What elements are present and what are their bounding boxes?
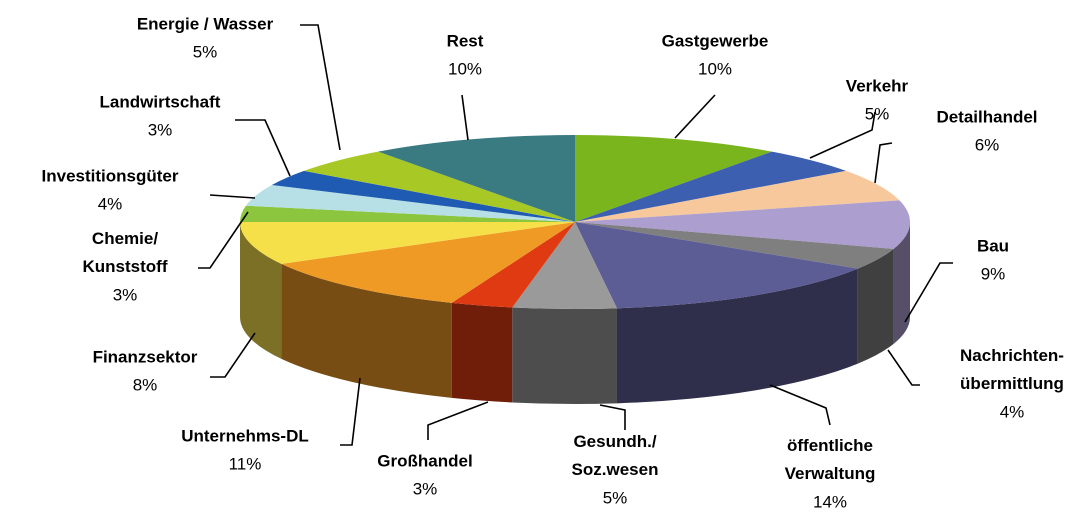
pie-slice bbox=[575, 222, 894, 269]
value-label: 3% bbox=[413, 479, 438, 498]
pie-side bbox=[857, 248, 894, 364]
value-label: 8% bbox=[133, 375, 158, 394]
pie-slice bbox=[451, 222, 575, 308]
pie-side bbox=[281, 263, 452, 398]
category-label: Chemie/Kunststoff bbox=[83, 229, 168, 276]
value-label: 3% bbox=[113, 285, 138, 304]
category-label: Energie / Wasser bbox=[137, 14, 274, 33]
category-label: Großhandel bbox=[377, 451, 472, 470]
leader-line bbox=[769, 384, 831, 426]
pie-slice bbox=[240, 222, 575, 264]
leader-line bbox=[904, 262, 953, 323]
leader-line bbox=[340, 377, 361, 446]
value-label: 5% bbox=[193, 42, 218, 61]
value-label: 10% bbox=[448, 59, 482, 78]
pie-slice bbox=[575, 222, 858, 309]
leader-line bbox=[300, 24, 341, 151]
category-label: Landwirtschaft bbox=[100, 92, 221, 111]
pie-side bbox=[451, 302, 513, 403]
category-label: Finanzsektor bbox=[93, 347, 198, 366]
pie-slice bbox=[575, 135, 772, 222]
category-label: öffentliche Verwaltung bbox=[785, 436, 876, 483]
pie-side bbox=[616, 268, 858, 404]
category-label: Unternehms-DL bbox=[181, 426, 309, 445]
pie-slice bbox=[575, 170, 900, 222]
value-label: 5% bbox=[603, 488, 628, 507]
category-label: Detailhandel bbox=[936, 107, 1037, 126]
category-label: Gastgewerbe bbox=[662, 31, 769, 50]
pie-slice bbox=[378, 135, 575, 222]
value-label: 4% bbox=[98, 194, 123, 213]
value-label: 9% bbox=[981, 264, 1006, 283]
value-label: 3% bbox=[148, 120, 173, 139]
leader-line bbox=[809, 111, 876, 159]
leader-line bbox=[599, 404, 626, 430]
value-label: 4% bbox=[1000, 402, 1025, 421]
pie-side bbox=[893, 222, 911, 344]
pie-slice bbox=[575, 200, 910, 249]
category-label: Investitionsgüter bbox=[42, 166, 179, 185]
leader-line bbox=[210, 332, 256, 378]
category-label: Rest bbox=[447, 31, 484, 50]
leader-line bbox=[887, 349, 920, 386]
value-label: 10% bbox=[698, 59, 732, 78]
pie-slice bbox=[281, 222, 575, 303]
pie-slice bbox=[245, 184, 575, 222]
leader-line bbox=[461, 94, 469, 141]
pie-slice bbox=[512, 222, 617, 309]
value-label: 5% bbox=[865, 104, 890, 123]
category-label: Gesundh./Soz.wesen bbox=[572, 432, 659, 479]
pie-slice bbox=[240, 205, 575, 222]
category-label: Bau bbox=[977, 236, 1009, 255]
value-label: 11% bbox=[229, 454, 262, 473]
category-label: Verkehr bbox=[846, 76, 909, 95]
leader-line bbox=[674, 94, 716, 139]
pie-side bbox=[512, 307, 617, 404]
pie-slice bbox=[271, 170, 575, 222]
value-label: 6% bbox=[975, 135, 1000, 154]
pie-side bbox=[240, 222, 282, 359]
value-label: 14% bbox=[813, 492, 847, 511]
leader-line bbox=[235, 119, 291, 177]
category-label: Nachrichten-übermittlung bbox=[960, 346, 1064, 393]
pie-slice bbox=[303, 151, 575, 222]
leader-line bbox=[427, 401, 489, 440]
pie-slice bbox=[575, 151, 847, 222]
leader-line bbox=[198, 211, 249, 269]
leader-line bbox=[874, 142, 893, 184]
leader-line bbox=[209, 194, 256, 199]
